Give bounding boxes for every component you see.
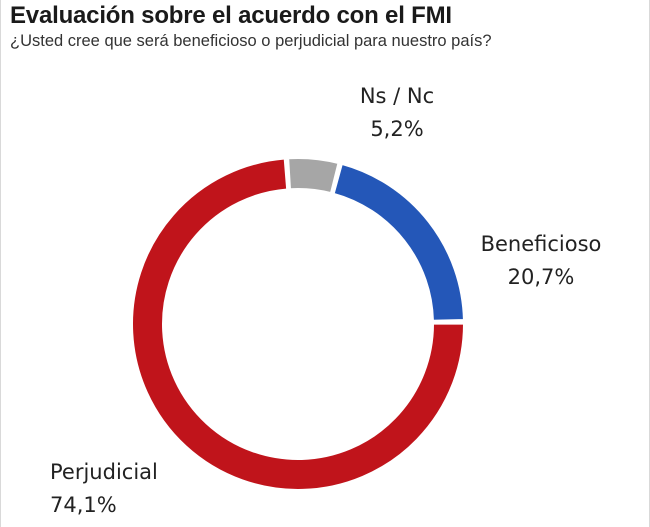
donut-slice-beneficioso (332, 162, 465, 322)
slice-name-perjudicial: Perjudicial (50, 460, 158, 484)
slice-value-beneficioso: 20,7% (507, 264, 575, 289)
donut-slices (131, 157, 465, 491)
chart-title: Evaluación sobre el acuerdo con el FMI (10, 2, 452, 29)
slice-label-ns-nc: Ns / Nc 5,2% (342, 80, 452, 145)
donut-slice-perjudicial (131, 157, 465, 491)
slice-name-ns-nc: Ns / Nc (359, 84, 435, 108)
frame-left-border (0, 0, 1, 527)
chart-subtitle: ¿Usted cree que será beneficioso o perju… (10, 32, 492, 50)
slice-value-perjudicial: 74,1% (50, 492, 117, 517)
slice-value-ns-nc: 5,2% (370, 116, 424, 141)
slice-label-perjudicial: Perjudicial 74,1% (50, 456, 158, 521)
donut-slice-ns-nc (287, 157, 340, 195)
slice-label-beneficioso: Beneficioso 20,7% (466, 228, 616, 293)
slice-name-beneficioso: Beneficioso (480, 232, 602, 256)
